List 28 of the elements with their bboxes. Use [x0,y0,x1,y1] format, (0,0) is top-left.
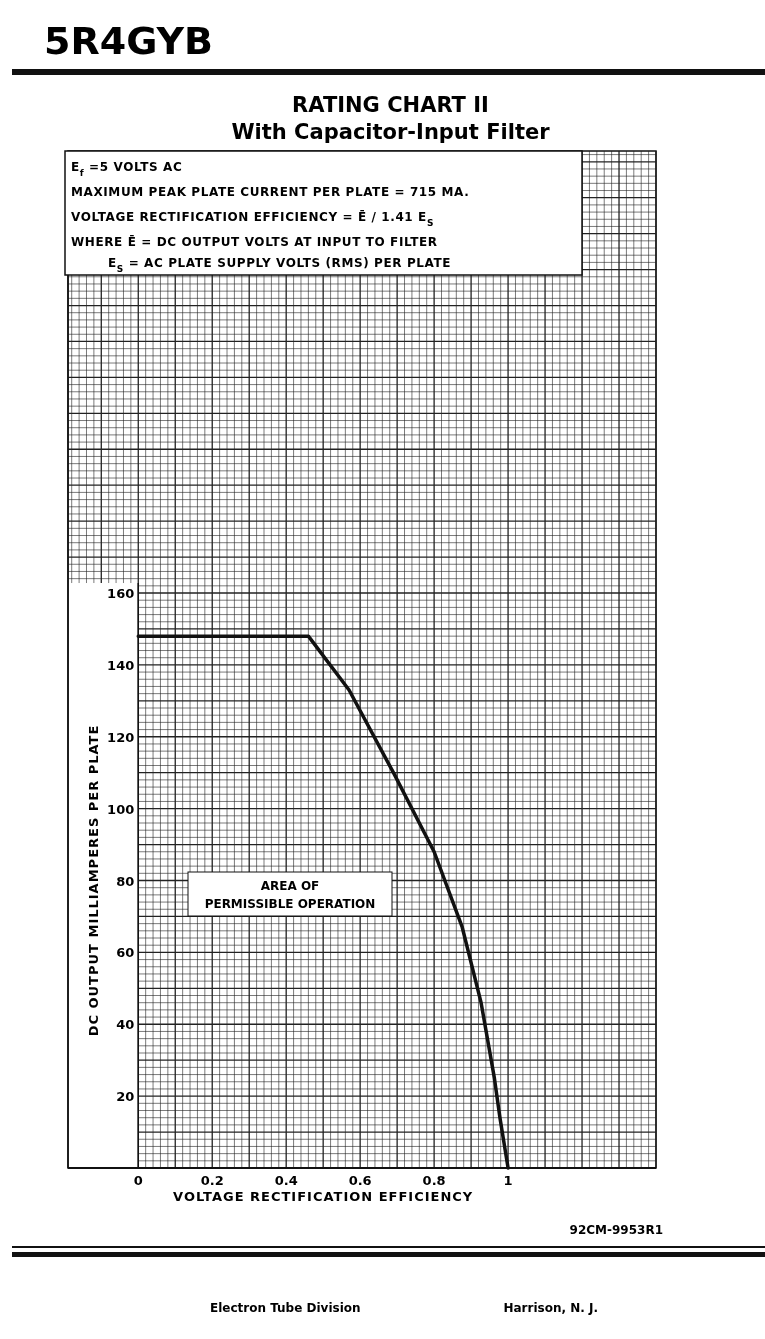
text: Electron Tube Division [210,1301,361,1315]
y-tick-label: 140 [107,657,135,673]
annotation: AREA OF PERMISSIBLE OPERATION [204,879,376,911]
annotation: WHERE Ē = DC OUTPUT VOLTS AT INPUT TO FILTER [71,235,438,249]
y-tick-label: 80 [116,873,135,889]
text: 92CM-9953R1 [569,1223,663,1237]
y-tick-label: 40 [116,1017,135,1033]
y-tick-label: 120 [107,729,135,745]
x-tick-label: 0.4 [274,1173,298,1188]
chart-title: RATING CHART II [292,93,489,117]
y-tick-label: 60 [116,945,135,961]
text: 5R4GYB [44,19,213,63]
x-tick-label: 0.6 [348,1173,372,1188]
annotation: E$_{S}$ = AC PLATE SUPPLY VOLTS (RMS) PER PLATE [108,256,452,274]
annotation: E$_{f}$=5 VOLTS AC [71,160,183,178]
x-tick-label: 0.8 [422,1173,446,1188]
annotation: VOLTAGE RECTIFICATION EFFICIENCY = Ē / 1.41 E$_{S}$ [71,210,434,228]
y-tick-label: 100 [107,801,135,817]
x-tick-label: 0.2 [200,1173,224,1188]
text: Harrison, N. J. [503,1301,598,1315]
y-axis-title: DC OUTPUT MILLIAMPERES PER PLATE [86,724,101,1037]
x-tick-label: 1 [503,1173,513,1188]
y-tick-label: 20 [116,1089,135,1105]
x-tick-label: 0 [133,1173,143,1188]
annotation: MAXIMUM PEAK PLATE CURRENT PER PLATE = 715 MA. [71,185,470,199]
chart-subtitle: With Capacitor-Input Filter [231,120,551,144]
y-tick-label: 160 [107,586,135,602]
x-axis-title: VOLTAGE RECTIFICATION EFFICIENCY [173,1189,474,1204]
